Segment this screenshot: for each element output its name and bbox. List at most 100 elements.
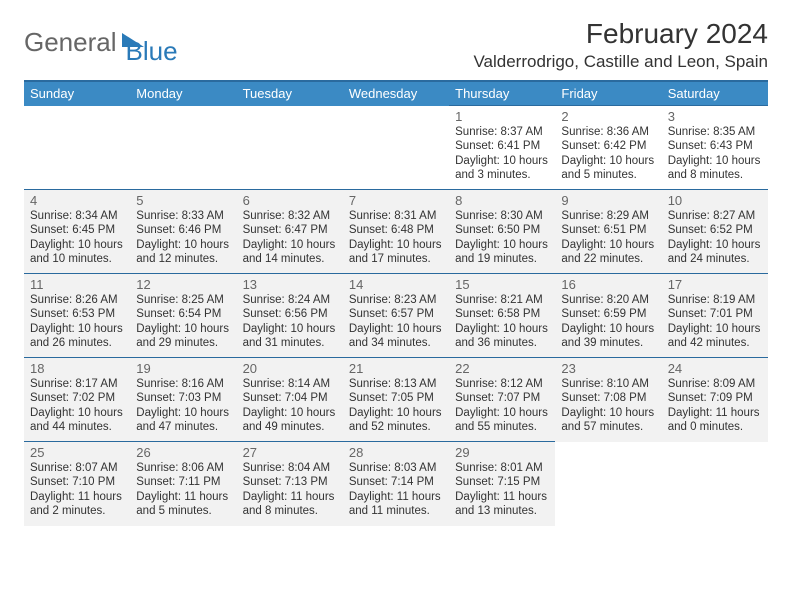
daylight-text: Daylight: 10 hours and 12 minutes.: [136, 238, 230, 267]
calendar-row: 4Sunrise: 8:34 AMSunset: 6:45 PMDaylight…: [24, 190, 768, 274]
calendar-cell: 2Sunrise: 8:36 AMSunset: 6:42 PMDaylight…: [555, 106, 661, 190]
sunrise-text: Sunrise: 8:17 AM: [30, 377, 124, 391]
day-header: Monday: [130, 81, 236, 106]
calendar-body: 1Sunrise: 8:37 AMSunset: 6:41 PMDaylight…: [24, 106, 768, 526]
day-number: 12: [136, 277, 230, 292]
calendar-cell: 18Sunrise: 8:17 AMSunset: 7:02 PMDayligh…: [24, 358, 130, 442]
sunrise-text: Sunrise: 8:21 AM: [455, 293, 549, 307]
daylight-text: Daylight: 10 hours and 24 minutes.: [668, 238, 762, 267]
sunrise-text: Sunrise: 8:36 AM: [561, 125, 655, 139]
calendar-cell: 5Sunrise: 8:33 AMSunset: 6:46 PMDaylight…: [130, 190, 236, 274]
sunset-text: Sunset: 6:54 PM: [136, 307, 230, 321]
day-number: 4: [30, 193, 124, 208]
sunset-text: Sunset: 6:57 PM: [349, 307, 443, 321]
sunrise-text: Sunrise: 8:25 AM: [136, 293, 230, 307]
daylight-text: Daylight: 10 hours and 19 minutes.: [455, 238, 549, 267]
daylight-text: Daylight: 10 hours and 29 minutes.: [136, 322, 230, 351]
sunset-text: Sunset: 7:08 PM: [561, 391, 655, 405]
sunrise-text: Sunrise: 8:04 AM: [243, 461, 337, 475]
daylight-text: Daylight: 11 hours and 8 minutes.: [243, 490, 337, 519]
day-number: 27: [243, 445, 337, 460]
sunrise-text: Sunrise: 8:31 AM: [349, 209, 443, 223]
daylight-text: Daylight: 10 hours and 47 minutes.: [136, 406, 230, 435]
sunset-text: Sunset: 6:59 PM: [561, 307, 655, 321]
sunset-text: Sunset: 6:43 PM: [668, 139, 762, 153]
calendar-cell: 11Sunrise: 8:26 AMSunset: 6:53 PMDayligh…: [24, 274, 130, 358]
sunset-text: Sunset: 6:51 PM: [561, 223, 655, 237]
sunrise-text: Sunrise: 8:10 AM: [561, 377, 655, 391]
day-number: 2: [561, 109, 655, 124]
calendar-cell: 10Sunrise: 8:27 AMSunset: 6:52 PMDayligh…: [662, 190, 768, 274]
sunrise-text: Sunrise: 8:20 AM: [561, 293, 655, 307]
sunset-text: Sunset: 7:10 PM: [30, 475, 124, 489]
sunrise-text: Sunrise: 8:37 AM: [455, 125, 549, 139]
daylight-text: Daylight: 10 hours and 8 minutes.: [668, 154, 762, 183]
sunset-text: Sunset: 6:56 PM: [243, 307, 337, 321]
daylight-text: Daylight: 10 hours and 42 minutes.: [668, 322, 762, 351]
sunset-text: Sunset: 6:41 PM: [455, 139, 549, 153]
calendar-cell: 9Sunrise: 8:29 AMSunset: 6:51 PMDaylight…: [555, 190, 661, 274]
calendar-cell: 15Sunrise: 8:21 AMSunset: 6:58 PMDayligh…: [449, 274, 555, 358]
calendar-cell: 25Sunrise: 8:07 AMSunset: 7:10 PMDayligh…: [24, 442, 130, 526]
calendar-cell: [555, 442, 661, 526]
calendar-cell: 29Sunrise: 8:01 AMSunset: 7:15 PMDayligh…: [449, 442, 555, 526]
calendar-cell: 4Sunrise: 8:34 AMSunset: 6:45 PMDaylight…: [24, 190, 130, 274]
calendar-cell: [343, 106, 449, 190]
sunrise-text: Sunrise: 8:03 AM: [349, 461, 443, 475]
day-header: Tuesday: [237, 81, 343, 106]
day-number: 10: [668, 193, 762, 208]
day-number: 21: [349, 361, 443, 376]
day-number: 8: [455, 193, 549, 208]
day-number: 25: [30, 445, 124, 460]
sunrise-text: Sunrise: 8:27 AM: [668, 209, 762, 223]
calendar-cell: 7Sunrise: 8:31 AMSunset: 6:48 PMDaylight…: [343, 190, 449, 274]
sunset-text: Sunset: 6:42 PM: [561, 139, 655, 153]
sunset-text: Sunset: 7:03 PM: [136, 391, 230, 405]
sunrise-text: Sunrise: 8:13 AM: [349, 377, 443, 391]
calendar-cell: 21Sunrise: 8:13 AMSunset: 7:05 PMDayligh…: [343, 358, 449, 442]
sunset-text: Sunset: 6:50 PM: [455, 223, 549, 237]
day-number: 15: [455, 277, 549, 292]
sunrise-text: Sunrise: 8:06 AM: [136, 461, 230, 475]
sunrise-text: Sunrise: 8:35 AM: [668, 125, 762, 139]
sunrise-text: Sunrise: 8:34 AM: [30, 209, 124, 223]
sunrise-text: Sunrise: 8:29 AM: [561, 209, 655, 223]
sunset-text: Sunset: 6:53 PM: [30, 307, 124, 321]
day-number: 11: [30, 277, 124, 292]
day-header: Wednesday: [343, 81, 449, 106]
day-number: 24: [668, 361, 762, 376]
calendar-cell: 14Sunrise: 8:23 AMSunset: 6:57 PMDayligh…: [343, 274, 449, 358]
daylight-text: Daylight: 10 hours and 17 minutes.: [349, 238, 443, 267]
calendar-cell: [130, 106, 236, 190]
day-header: Thursday: [449, 81, 555, 106]
sunset-text: Sunset: 7:01 PM: [668, 307, 762, 321]
day-number: 6: [243, 193, 337, 208]
daylight-text: Daylight: 11 hours and 11 minutes.: [349, 490, 443, 519]
sunset-text: Sunset: 7:04 PM: [243, 391, 337, 405]
sunrise-text: Sunrise: 8:32 AM: [243, 209, 337, 223]
sunrise-text: Sunrise: 8:16 AM: [136, 377, 230, 391]
calendar-table: SundayMondayTuesdayWednesdayThursdayFrid…: [24, 80, 768, 526]
sunrise-text: Sunrise: 8:26 AM: [30, 293, 124, 307]
daylight-text: Daylight: 11 hours and 2 minutes.: [30, 490, 124, 519]
sunset-text: Sunset: 7:05 PM: [349, 391, 443, 405]
day-header: Saturday: [662, 81, 768, 106]
sunset-text: Sunset: 7:07 PM: [455, 391, 549, 405]
sunset-text: Sunset: 7:14 PM: [349, 475, 443, 489]
sunset-text: Sunset: 6:47 PM: [243, 223, 337, 237]
month-title: February 2024: [473, 18, 768, 50]
daylight-text: Daylight: 11 hours and 5 minutes.: [136, 490, 230, 519]
sunrise-text: Sunrise: 8:30 AM: [455, 209, 549, 223]
sunrise-text: Sunrise: 8:12 AM: [455, 377, 549, 391]
sunset-text: Sunset: 7:09 PM: [668, 391, 762, 405]
calendar-cell: 1Sunrise: 8:37 AMSunset: 6:41 PMDaylight…: [449, 106, 555, 190]
day-number: 5: [136, 193, 230, 208]
sunset-text: Sunset: 6:52 PM: [668, 223, 762, 237]
day-number: 3: [668, 109, 762, 124]
daylight-text: Daylight: 10 hours and 3 minutes.: [455, 154, 549, 183]
calendar-cell: 27Sunrise: 8:04 AMSunset: 7:13 PMDayligh…: [237, 442, 343, 526]
sunrise-text: Sunrise: 8:01 AM: [455, 461, 549, 475]
daylight-text: Daylight: 10 hours and 34 minutes.: [349, 322, 443, 351]
sunset-text: Sunset: 7:11 PM: [136, 475, 230, 489]
daylight-text: Daylight: 10 hours and 5 minutes.: [561, 154, 655, 183]
